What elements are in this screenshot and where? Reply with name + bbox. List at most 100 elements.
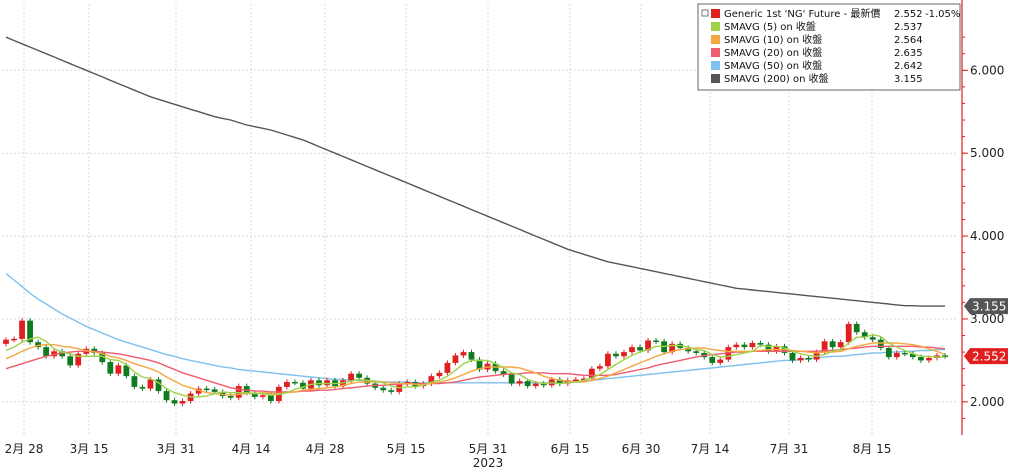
candle-body [789, 352, 796, 361]
candle-body [211, 389, 218, 392]
candle-body [773, 346, 780, 352]
candle [500, 368, 507, 377]
candle-body [388, 390, 395, 392]
candle-body [757, 342, 764, 345]
candle [11, 336, 17, 343]
candle [460, 349, 467, 358]
legend-item: SMAVG (5) on 收盤 2.537 [711, 20, 923, 33]
candle-body [147, 379, 154, 389]
candle-body [741, 344, 748, 348]
candle-body [829, 341, 836, 348]
candle-body [845, 323, 852, 343]
x-tick-label: 6月 15 [551, 442, 590, 456]
legend-item: SMAVG (200) on 收盤 3.155 [711, 72, 923, 85]
candle-body [284, 381, 290, 387]
x-tick-label: 3月 15 [70, 442, 109, 456]
legend-value: 2.635 [894, 48, 923, 59]
legend-value: 2.552 [894, 9, 923, 20]
candle-body [572, 379, 579, 381]
legend-box [697, 3, 961, 91]
candle [316, 377, 322, 388]
candle-body [324, 380, 330, 386]
candle [629, 344, 635, 355]
candle [107, 359, 114, 377]
candle [845, 321, 852, 345]
x-tick-label: 5月 15 [387, 442, 426, 456]
last-price-tag-text: 2.552 [972, 350, 1006, 364]
candle-body [131, 376, 138, 387]
candle [284, 379, 290, 390]
candle [773, 343, 780, 354]
candle [829, 338, 836, 350]
candle-body [524, 381, 531, 387]
last-price-tag: 2.552 [964, 348, 1008, 365]
axes: 2.000 3.000 4.000 5.000 6.000 3.155 2.552 2月 28… [5, 0, 1008, 470]
candle-body [27, 320, 33, 343]
candle-body [637, 347, 643, 351]
sma50-line [5, 272, 945, 384]
candle-body [195, 388, 202, 394]
candle-body [292, 381, 298, 384]
candle-body [43, 347, 50, 357]
candle-body [885, 347, 892, 358]
candle-body [861, 332, 868, 338]
candle [621, 349, 627, 359]
legend-swatch [711, 9, 720, 18]
candle-body [910, 353, 916, 358]
candle [163, 388, 170, 403]
candle [797, 355, 804, 363]
candle [356, 371, 363, 381]
legend-change: -1.05% [925, 9, 960, 20]
candle-body [942, 355, 948, 357]
candle-body [316, 380, 322, 386]
candle-body [605, 353, 611, 367]
sma200-series [5, 36, 945, 307]
candle [837, 339, 844, 350]
candle [910, 351, 916, 360]
candle [388, 387, 395, 395]
candle-body [797, 357, 804, 361]
sma200-line [5, 36, 945, 307]
x-tick-label: 7月 14 [691, 442, 730, 456]
candle-body [621, 352, 627, 357]
candle-body [267, 395, 274, 402]
candle [669, 341, 676, 355]
candle-body [653, 340, 659, 343]
legend-label: SMAVG (50) on 收盤 [724, 59, 822, 72]
candle [51, 348, 58, 359]
candle [588, 366, 595, 382]
candle-body [59, 351, 66, 357]
candle [556, 376, 563, 387]
legend-value: 2.642 [894, 61, 923, 72]
candle-body [709, 357, 716, 363]
candle-body [444, 362, 451, 373]
candle [27, 318, 33, 345]
candle-body [428, 376, 435, 384]
candle [741, 342, 748, 350]
candle-body [203, 388, 210, 391]
candle-body [516, 381, 523, 384]
sma5-line [5, 334, 945, 398]
legend-value: 2.537 [894, 22, 923, 33]
candle [516, 378, 523, 387]
candle-body [348, 373, 354, 381]
candle-body [645, 340, 651, 351]
legend-collapse-icon[interactable] [701, 9, 709, 17]
candle-body [155, 379, 162, 392]
candle [35, 339, 41, 350]
legend-label: SMAVG (20) on 收盤 [724, 46, 822, 59]
candle [123, 362, 130, 379]
candle-body [75, 353, 82, 366]
candle [877, 337, 884, 351]
candle-body [733, 344, 740, 348]
candle-body [918, 357, 924, 361]
candle [179, 398, 186, 406]
x-tick-label: 5月 31 [469, 442, 508, 456]
candle-body [436, 372, 443, 377]
candle [717, 357, 724, 366]
y-tick-label: 5.000 [970, 146, 1004, 160]
x-tick-label: 2月 28 [5, 442, 44, 456]
last-price-tag-shape [964, 348, 1008, 365]
legend-label: SMAVG (200) on 收盤 [724, 72, 829, 85]
